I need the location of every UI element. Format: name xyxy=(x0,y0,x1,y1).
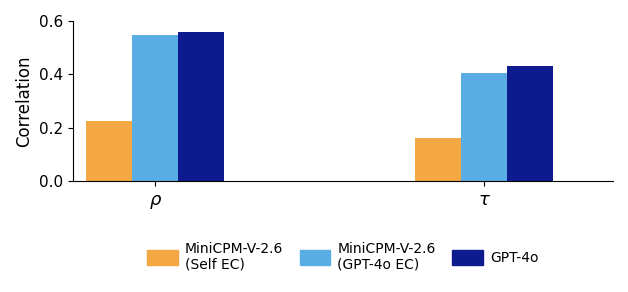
Y-axis label: Correlation: Correlation xyxy=(15,55,33,147)
Bar xyxy=(415,138,461,181)
Bar xyxy=(86,121,133,181)
Bar xyxy=(133,35,178,181)
Legend: MiniCPM-V-2.6
(Self EC), MiniCPM-V-2.6
(GPT-4o EC), GPT-4o: MiniCPM-V-2.6 (Self EC), MiniCPM-V-2.6 (… xyxy=(142,236,544,277)
Bar xyxy=(178,32,224,181)
Bar xyxy=(461,73,507,181)
Bar xyxy=(507,66,553,181)
